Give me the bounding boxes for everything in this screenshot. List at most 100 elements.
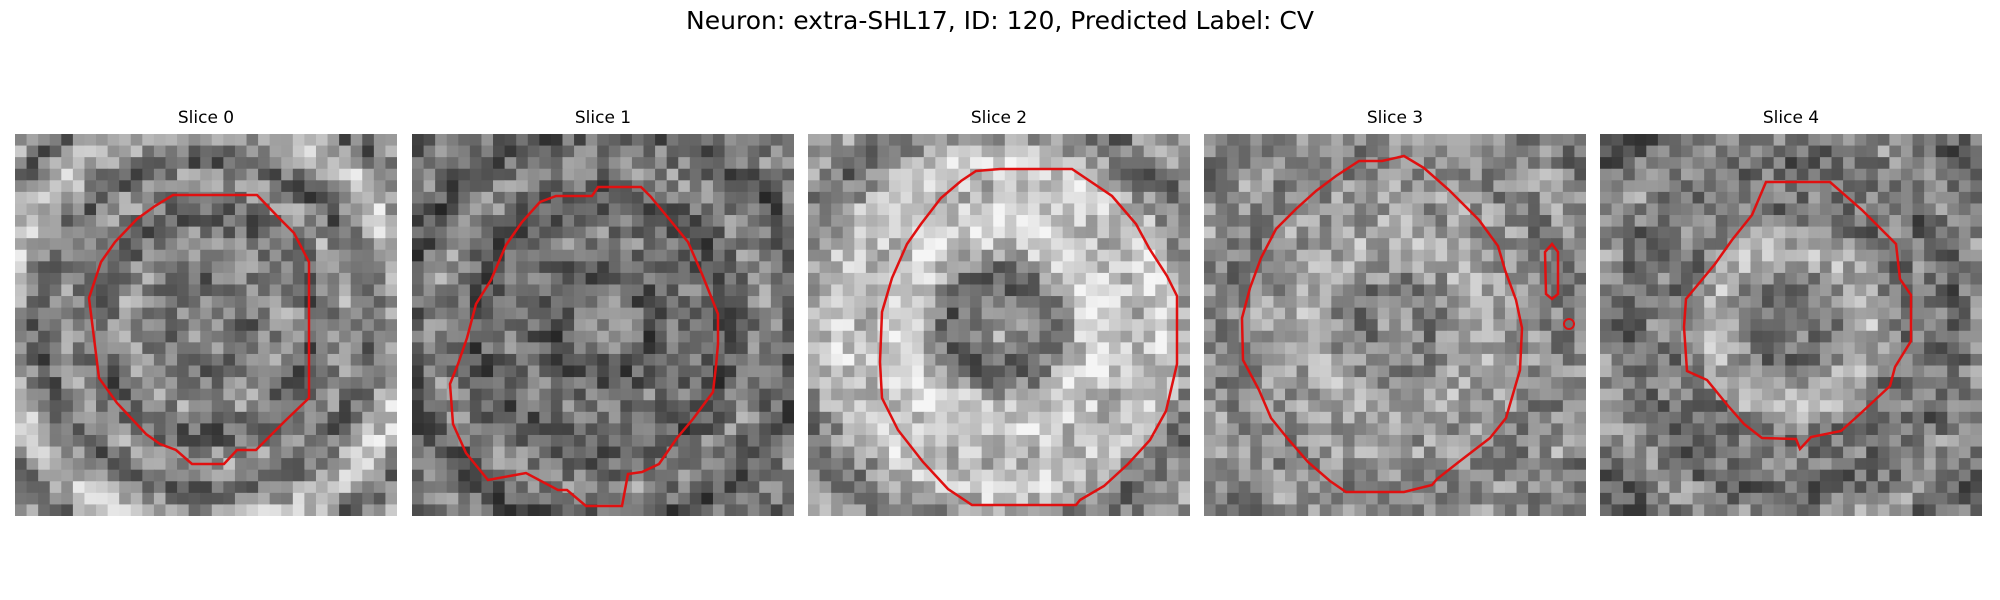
image-pixel	[1143, 296, 1156, 309]
image-pixel	[1062, 203, 1075, 216]
image-pixel	[304, 261, 317, 274]
image-pixel	[1389, 458, 1402, 471]
image-pixel	[1738, 168, 1752, 181]
image-pixel	[1204, 400, 1217, 413]
image-pixel	[119, 319, 132, 332]
image-pixel	[819, 342, 832, 355]
image-pixel	[423, 145, 436, 158]
image-pixel	[946, 145, 960, 158]
image-pixel	[1912, 226, 1925, 239]
image-pixel	[373, 481, 387, 494]
image-pixel	[736, 307, 749, 320]
image-pixel	[1204, 296, 1217, 309]
image-pixel	[608, 215, 621, 228]
image-pixel	[608, 307, 621, 320]
image-pixel	[153, 272, 167, 286]
image-pixel	[481, 504, 494, 516]
image-pixel	[1762, 168, 1775, 181]
image-pixel	[655, 458, 668, 471]
image-pixel	[1273, 238, 1286, 251]
image-pixel	[1016, 458, 1029, 471]
image-pixel	[736, 400, 749, 413]
image-pixel	[362, 388, 375, 401]
image-pixel	[1704, 180, 1717, 193]
image-pixel	[1412, 377, 1425, 390]
image-pixel	[516, 446, 529, 459]
image-pixel	[1762, 284, 1775, 297]
image-pixel	[1273, 284, 1286, 297]
image-pixel	[1227, 353, 1240, 367]
image-pixel	[1389, 238, 1402, 251]
image-pixel	[1227, 411, 1240, 424]
image-pixel	[1562, 388, 1576, 401]
image-pixel	[1377, 191, 1390, 205]
image-pixel	[469, 168, 483, 181]
image-pixel	[1458, 434, 1471, 448]
image-pixel	[130, 446, 143, 459]
image-pixel	[292, 203, 305, 216]
image-pixel	[315, 134, 329, 147]
image-pixel	[550, 388, 564, 401]
image-pixel	[900, 411, 913, 424]
image-pixel	[1924, 226, 1937, 239]
image-pixel	[1715, 203, 1728, 216]
image-pixel	[1377, 319, 1390, 332]
image-pixel	[1773, 134, 1786, 147]
image-pixel	[689, 423, 702, 436]
image-pixel	[854, 481, 867, 494]
image-pixel	[1389, 319, 1402, 332]
image-pixel	[96, 469, 109, 482]
image-pixel	[38, 157, 51, 170]
image-pixel	[1866, 203, 1879, 216]
image-pixel	[842, 365, 855, 378]
image-pixel	[1611, 238, 1624, 251]
image-pixel	[1785, 284, 1798, 297]
image-pixel	[1435, 284, 1448, 297]
image-pixel	[1681, 215, 1694, 228]
image-pixel	[981, 377, 994, 390]
image-pixel	[574, 342, 587, 355]
image-pixel	[574, 330, 587, 343]
image-pixel	[188, 423, 201, 436]
image-pixel	[782, 238, 794, 251]
image-pixel	[1204, 365, 1217, 378]
image-pixel	[1504, 458, 1518, 471]
image-pixel	[1178, 342, 1190, 355]
image-pixel	[119, 492, 132, 506]
image-pixel	[597, 238, 610, 251]
image-pixel	[1155, 215, 1168, 228]
image-pixel	[666, 458, 679, 471]
image-pixel	[808, 458, 821, 471]
image-pixel	[119, 469, 132, 482]
image-pixel	[808, 388, 821, 401]
image-pixel	[516, 145, 529, 158]
image-pixel	[327, 215, 340, 228]
image-pixel	[831, 180, 844, 193]
image-pixel	[1773, 296, 1786, 309]
image-pixel	[1085, 261, 1098, 274]
image-pixel	[1912, 319, 1925, 332]
image-pixel	[1727, 342, 1740, 355]
image-pixel	[1669, 238, 1682, 251]
image-pixel	[970, 180, 983, 193]
image-pixel	[1132, 423, 1145, 436]
image-pixel	[831, 238, 844, 251]
image-pixel	[1331, 284, 1344, 297]
image-pixel	[1342, 481, 1356, 494]
image-pixel	[1435, 434, 1448, 448]
image-pixel	[107, 353, 120, 367]
image-pixel	[759, 272, 772, 286]
image-pixel	[481, 296, 494, 309]
image-pixel	[643, 238, 656, 251]
image-pixel	[993, 330, 1006, 343]
image-pixel	[362, 342, 375, 355]
image-pixel	[970, 319, 983, 332]
image-pixel	[1808, 215, 1821, 228]
image-pixel	[1493, 377, 1506, 390]
image-pixel	[96, 238, 109, 251]
image-pixel	[269, 342, 282, 355]
image-pixel	[373, 423, 387, 436]
image-pixel	[1738, 238, 1752, 251]
image-pixel	[1970, 203, 1982, 216]
image-pixel	[1238, 261, 1251, 274]
